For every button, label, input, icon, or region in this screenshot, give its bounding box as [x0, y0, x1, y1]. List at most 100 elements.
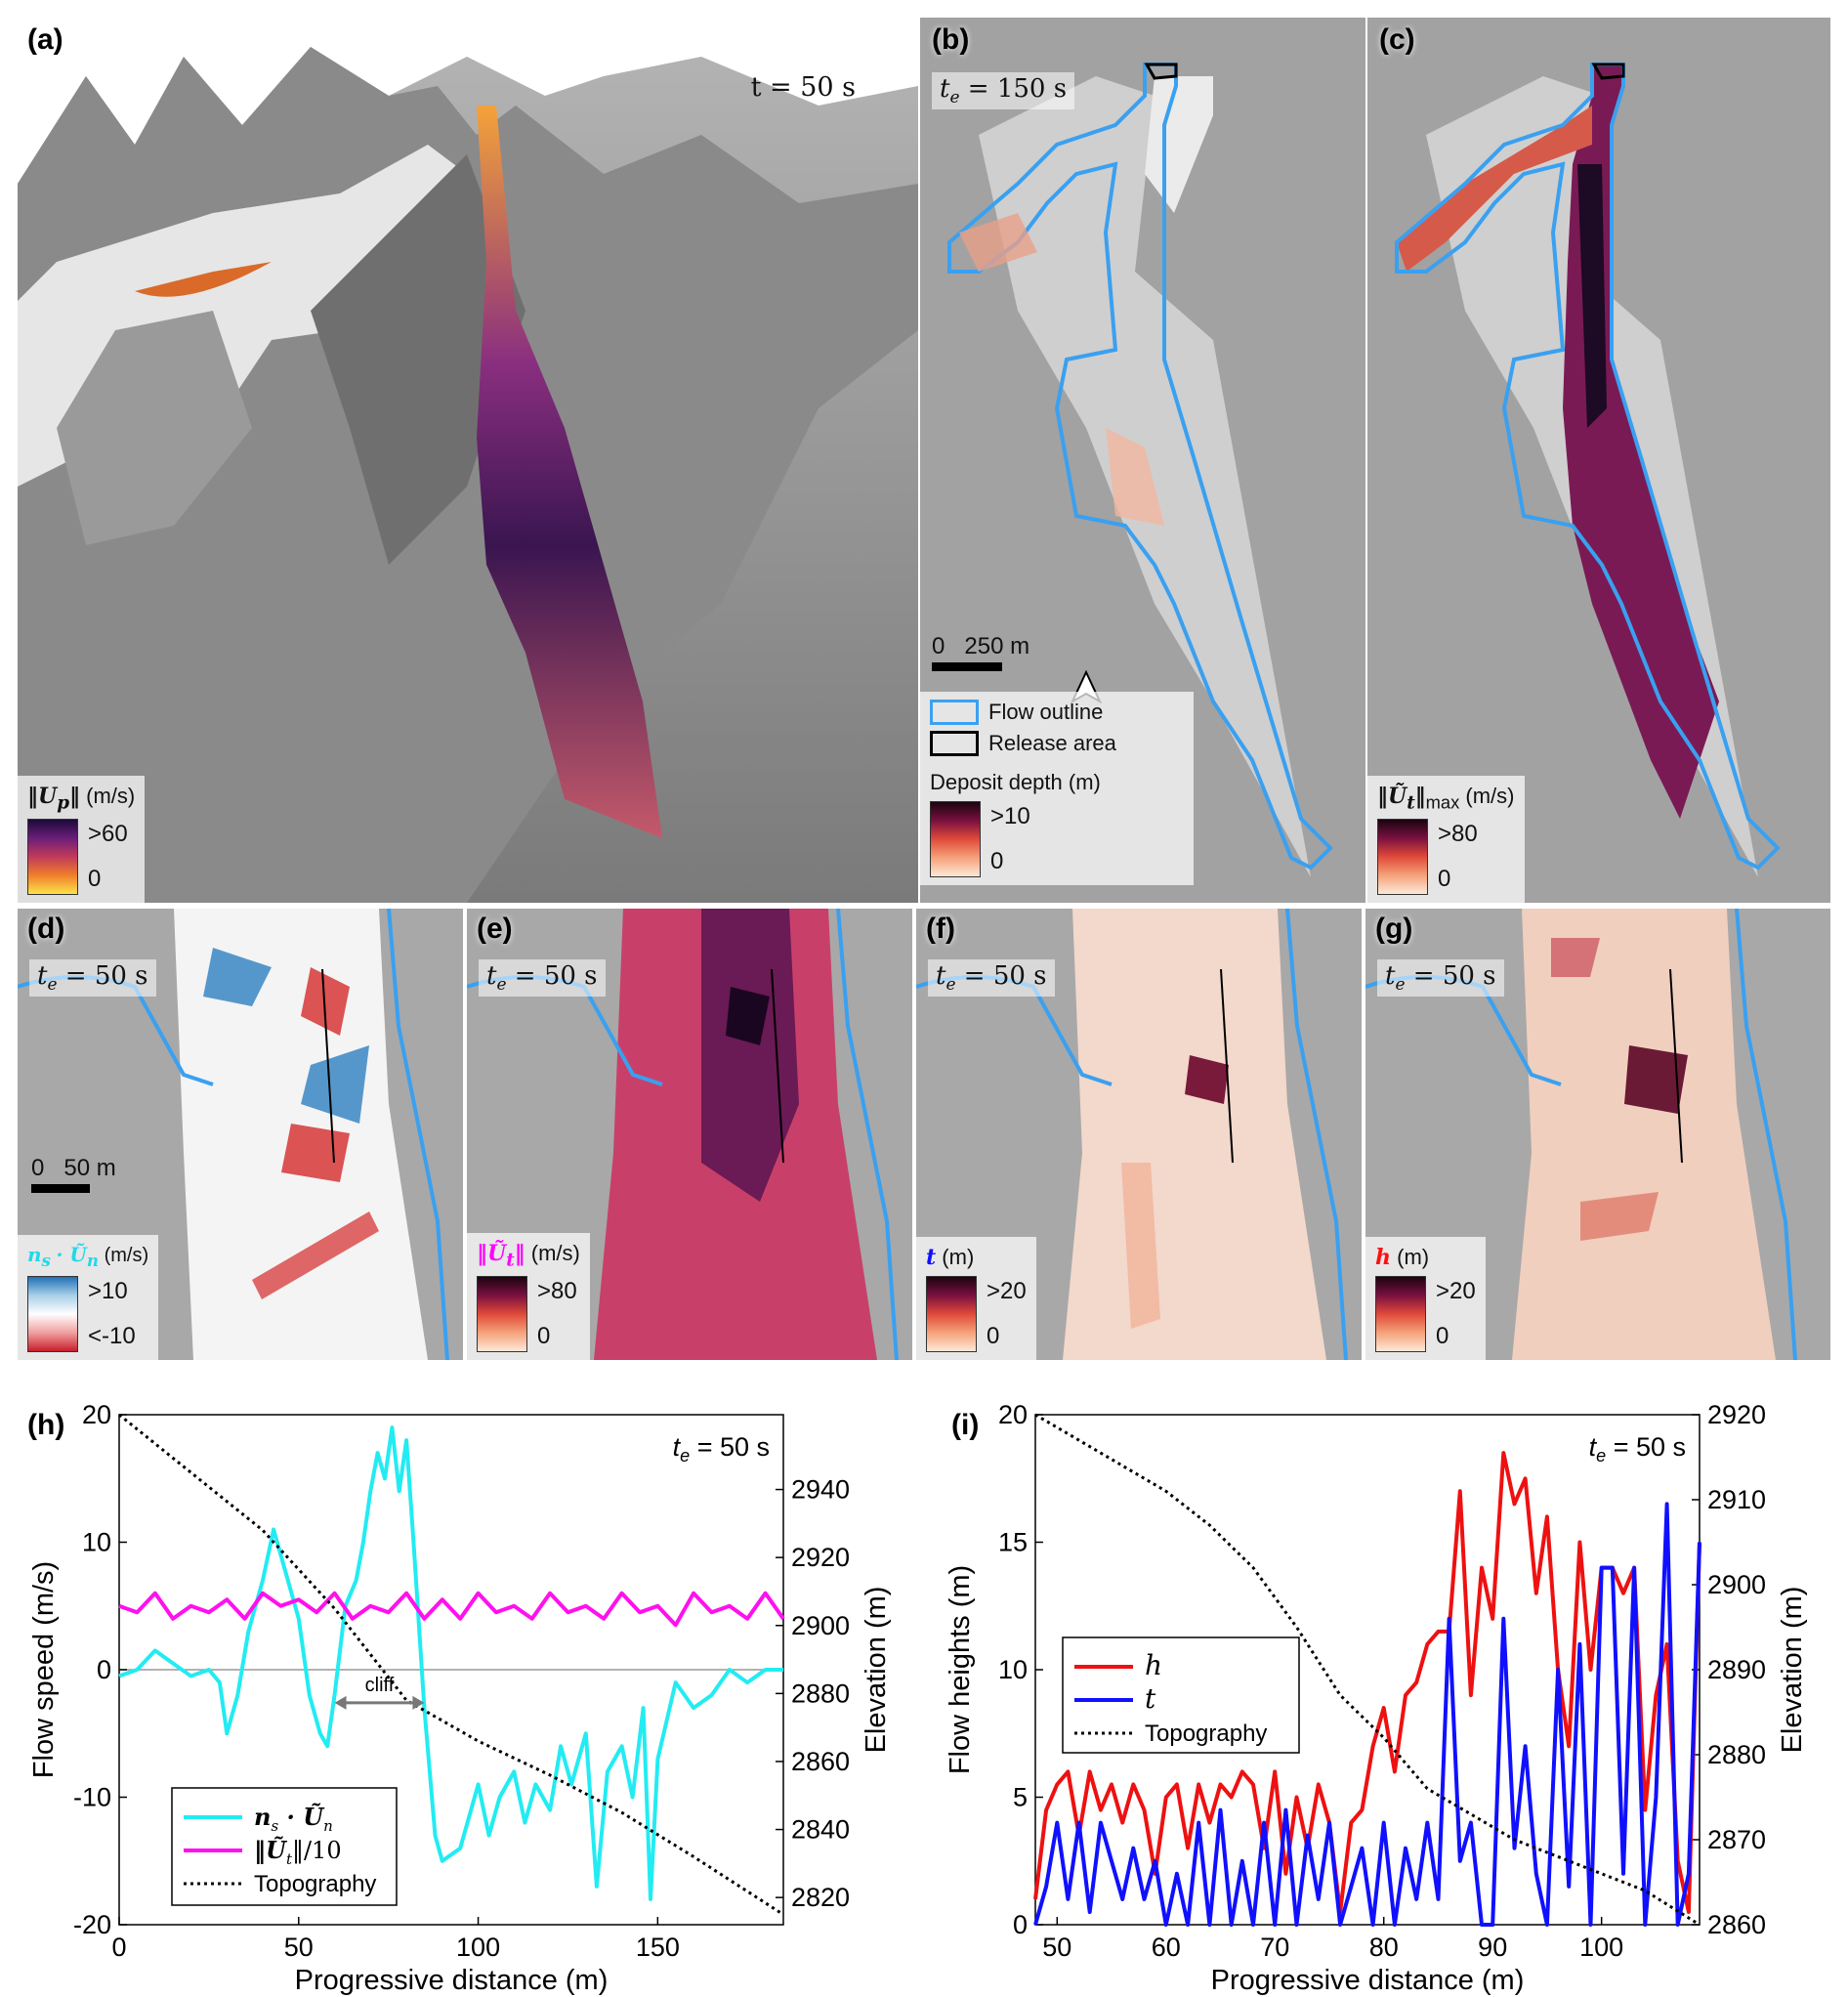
- time-sub: e: [945, 975, 956, 996]
- release-area-swatch: [930, 731, 979, 756]
- panel-label: (i): [951, 1409, 979, 1441]
- panel-d-legend: ns · Ũn (m/s) >10 <-10: [18, 1235, 159, 1360]
- legend-title-math: n: [27, 1243, 42, 1266]
- legend-row-flow-outline: Flow outline: [930, 700, 1184, 725]
- cbar-max: >10: [88, 1278, 128, 1304]
- legend-unit: (m/s): [530, 1240, 580, 1265]
- y2-tick-label: 2920: [791, 1543, 850, 1572]
- panel-b-legend: Flow outline Release area Deposit depth …: [920, 692, 1194, 885]
- legend-deposit-title: Deposit depth (m): [930, 770, 1101, 794]
- legend-title-math: ‖Ũ: [1377, 784, 1407, 809]
- legend-unit: (m): [1397, 1245, 1430, 1269]
- time-symbol: t: [37, 961, 48, 991]
- y2-tick-label: 2900: [1707, 1570, 1766, 1599]
- time-symbol: t: [673, 1432, 682, 1462]
- colorbar-gradient: [926, 1276, 977, 1352]
- cliff-label: cliff: [365, 1675, 395, 1696]
- panel-c-label: (c): [1379, 23, 1415, 56]
- time-symbol: t: [936, 961, 946, 991]
- panel-d-time: te = 50 s: [29, 959, 156, 998]
- panel-g: (g) te = 50 s h (m) >20 0: [1365, 909, 1830, 1360]
- legend-title-close: ‖: [514, 1240, 525, 1266]
- x-tick-label: 80: [1369, 1933, 1399, 1962]
- time-symbol: t: [1385, 961, 1396, 991]
- y-tick-label: 10: [998, 1655, 1028, 1684]
- panel-label: (h): [27, 1409, 64, 1441]
- y2-tick-label: 2900: [791, 1611, 850, 1640]
- series-line-2: [1034, 1413, 1701, 1927]
- panel-a-label: (a): [27, 23, 63, 56]
- y2-axis-label: Elevation (m): [861, 1587, 892, 1754]
- time-value: = 150 s: [967, 74, 1068, 104]
- panel-e-time: te = 50 s: [479, 959, 606, 998]
- time-symbol: t: [1589, 1432, 1598, 1462]
- legend-text-part: s: [271, 1817, 278, 1835]
- cliff-arrow-left: [334, 1695, 347, 1710]
- series-line-1: [118, 1591, 785, 1628]
- y2-tick-label: 2880: [1707, 1740, 1766, 1769]
- y2-tick-label: 2920: [1707, 1400, 1766, 1429]
- legend-text-part: n: [323, 1817, 333, 1835]
- cbar-min: <-10: [88, 1323, 136, 1349]
- legend-text-part: Topography: [254, 1871, 376, 1897]
- time-value: = 50 s: [963, 961, 1047, 991]
- legend-title-close: ‖: [1414, 784, 1426, 809]
- cbar-max: >10: [990, 803, 1030, 829]
- scale-value: 250 m: [964, 633, 1030, 659]
- legend-label-1: ‖Ũt‖/10: [254, 1836, 342, 1868]
- x-tick-label: 0: [111, 1933, 126, 1962]
- legend-text-part: n: [254, 1803, 271, 1831]
- series-line-1: [1033, 1502, 1701, 1927]
- time-value: = 50 s: [64, 961, 148, 991]
- scale-bar-line: [31, 1184, 90, 1193]
- time-sub: e: [47, 975, 58, 996]
- panel-b-time: te = 150 s: [932, 72, 1075, 110]
- y2-tick-label: 2940: [791, 1475, 850, 1505]
- panel-g-legend-title: h (m): [1375, 1245, 1476, 1270]
- cbar-min: 0: [1438, 866, 1451, 893]
- y2-tick-label: 2840: [791, 1815, 850, 1845]
- y-axis-label: Flow speed (m/s): [28, 1561, 60, 1778]
- cbar-min: 0: [537, 1323, 551, 1349]
- colorbar-gradient: [27, 1276, 78, 1352]
- y-tick-label: -20: [73, 1910, 111, 1939]
- panel-a-time: t = 50 s: [750, 72, 856, 103]
- y-tick-label: 5: [1013, 1783, 1028, 1812]
- legend-label-2: Topography: [1145, 1721, 1267, 1747]
- time-sub: e: [680, 1446, 690, 1466]
- colorbar-gradient: [477, 1276, 527, 1352]
- y-tick-label: -10: [73, 1783, 111, 1812]
- flow-outline-b: [947, 63, 1333, 871]
- legend-text-part: Topography: [1145, 1721, 1267, 1747]
- time-sub: e: [1596, 1446, 1606, 1466]
- y2-tick-label: 2820: [791, 1883, 850, 1912]
- cbar-min: 0: [88, 866, 102, 892]
- y-tick-label: 15: [998, 1528, 1028, 1557]
- y-tick-label: 0: [97, 1655, 111, 1684]
- panel-b-map: [920, 18, 1365, 903]
- y2-tick-label: 2870: [1707, 1825, 1766, 1854]
- time-symbol: t: [940, 74, 950, 104]
- legend-title-sub: p: [57, 792, 70, 813]
- panel-g-time: te = 50 s: [1377, 959, 1504, 998]
- cbar-max: >20: [1436, 1278, 1476, 1304]
- series-line-0: [118, 1425, 783, 1901]
- x-tick-label: 60: [1152, 1933, 1181, 1962]
- panel-a-colorbar: >60 0: [27, 819, 135, 895]
- scale-zero: 0: [31, 1155, 45, 1181]
- series-line-0: [1033, 1451, 1701, 1914]
- colorbar-gradient: [27, 819, 78, 895]
- legend-release-area: Release area: [988, 731, 1116, 755]
- legend-unit: (m/s): [1465, 784, 1515, 808]
- panel-g-legend: h (m) >20 0: [1365, 1237, 1486, 1360]
- colorbar-gradient: [1375, 1276, 1426, 1352]
- time-sub: e: [1395, 975, 1406, 996]
- panel-d-colorbar: >10 <-10: [27, 1276, 148, 1352]
- x-tick-label: 50: [284, 1933, 314, 1962]
- cbar-max: >60: [88, 821, 128, 847]
- panel-f-legend-title: t (m): [926, 1245, 1027, 1270]
- y-tick-label: 10: [82, 1528, 111, 1557]
- legend-label-2: Topography: [254, 1871, 376, 1897]
- legend-title-close: ‖: [69, 783, 81, 809]
- legend-title-sub: t: [1407, 792, 1415, 814]
